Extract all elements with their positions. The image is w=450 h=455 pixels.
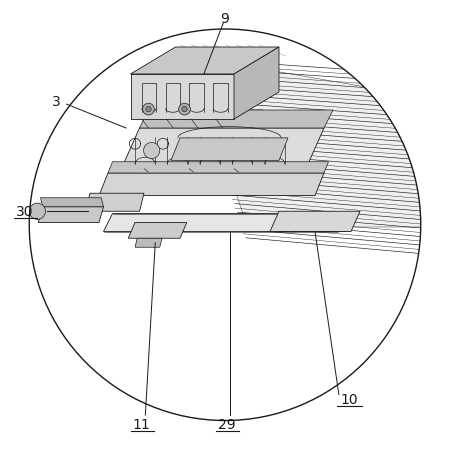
- Circle shape: [182, 107, 187, 112]
- Text: 11: 11: [133, 417, 151, 431]
- Polygon shape: [40, 198, 104, 207]
- Circle shape: [146, 107, 151, 112]
- Circle shape: [176, 143, 192, 159]
- Polygon shape: [270, 212, 360, 232]
- Polygon shape: [130, 48, 279, 75]
- Text: 10: 10: [340, 392, 358, 406]
- Polygon shape: [86, 194, 144, 212]
- Polygon shape: [38, 207, 104, 223]
- Text: 30: 30: [16, 204, 33, 218]
- Polygon shape: [130, 75, 234, 120]
- Polygon shape: [104, 214, 346, 232]
- Text: 3: 3: [52, 95, 61, 109]
- Polygon shape: [234, 48, 279, 120]
- Polygon shape: [128, 223, 187, 239]
- Polygon shape: [122, 129, 324, 169]
- Polygon shape: [171, 139, 288, 161]
- Text: 9: 9: [220, 12, 230, 25]
- Polygon shape: [135, 239, 162, 248]
- Circle shape: [29, 204, 45, 220]
- Text: 29: 29: [218, 417, 236, 431]
- Circle shape: [208, 143, 225, 159]
- Polygon shape: [99, 174, 324, 196]
- Polygon shape: [140, 111, 333, 129]
- Circle shape: [241, 143, 257, 159]
- Polygon shape: [189, 57, 446, 228]
- Circle shape: [179, 104, 190, 116]
- Circle shape: [143, 104, 154, 116]
- Circle shape: [144, 143, 160, 159]
- Polygon shape: [108, 162, 328, 174]
